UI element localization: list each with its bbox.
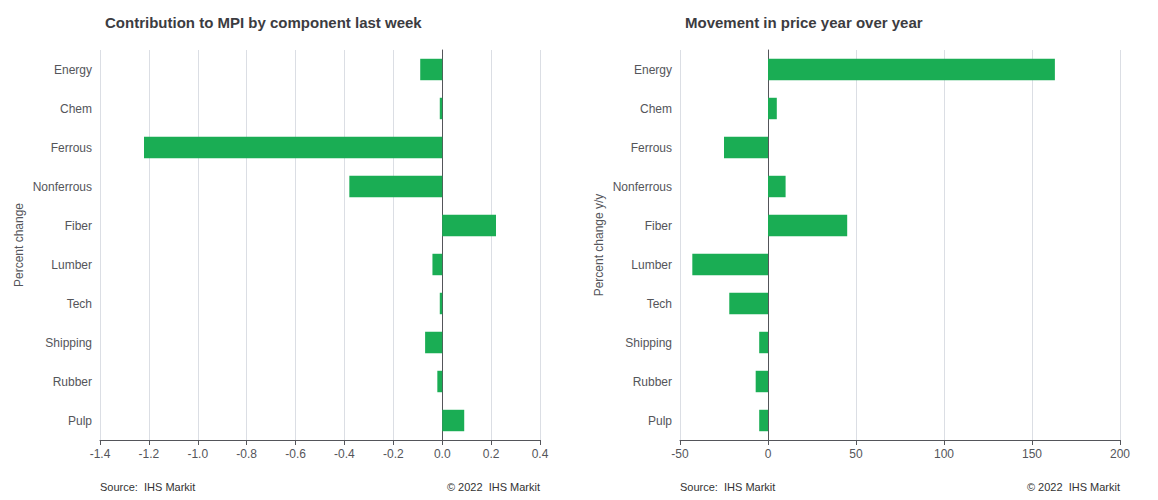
svg-text:Tech: Tech (647, 297, 672, 311)
svg-text:-0.8: -0.8 (236, 447, 257, 461)
svg-text:Chem: Chem (640, 102, 672, 116)
svg-text:150: 150 (1022, 447, 1042, 461)
svg-text:Chem: Chem (60, 102, 92, 116)
svg-text:Fiber: Fiber (65, 219, 92, 233)
svg-text:Percent change: Percent change (12, 203, 26, 287)
svg-text:Lumber: Lumber (631, 258, 672, 272)
svg-text:© 2022 IHS Markit: © 2022 IHS Markit (1027, 481, 1120, 493)
svg-text:Shipping: Shipping (625, 336, 672, 350)
svg-text:200: 200 (1110, 447, 1130, 461)
svg-text:-1.4: -1.4 (90, 447, 111, 461)
svg-text:-50: -50 (671, 447, 689, 461)
svg-text:Pulp: Pulp (68, 414, 92, 428)
svg-text:Percent change y/y: Percent change y/y (592, 194, 606, 297)
svg-text:Energy: Energy (54, 63, 92, 77)
svg-text:Tech: Tech (67, 297, 92, 311)
svg-text:Shipping: Shipping (45, 336, 92, 350)
svg-text:Nonferrous: Nonferrous (613, 180, 672, 194)
svg-text:Ferrous: Ferrous (631, 141, 672, 155)
svg-text:Source: IHS Markit: Source: IHS Markit (680, 481, 775, 493)
svg-text:Rubber: Rubber (633, 375, 672, 389)
svg-text:0.2: 0.2 (483, 447, 500, 461)
svg-text:-0.2: -0.2 (383, 447, 404, 461)
svg-text:0.4: 0.4 (532, 447, 549, 461)
svg-text:Pulp: Pulp (648, 414, 672, 428)
svg-text:© 2022 IHS Markit: © 2022 IHS Markit (447, 481, 540, 493)
svg-text:100: 100 (934, 447, 954, 461)
svg-text:Rubber: Rubber (53, 375, 92, 389)
svg-text:Contribution to MPI by compone: Contribution to MPI by component last we… (105, 14, 422, 31)
svg-text:0: 0 (765, 447, 772, 461)
svg-text:-0.6: -0.6 (285, 447, 306, 461)
svg-text:Movement in price year over ye: Movement in price year over year (685, 14, 923, 31)
svg-text:-1.2: -1.2 (139, 447, 160, 461)
svg-text:-1.0: -1.0 (187, 447, 208, 461)
svg-text:Lumber: Lumber (51, 258, 92, 272)
svg-text:Energy: Energy (634, 63, 672, 77)
svg-text:Source: IHS Markit: Source: IHS Markit (100, 481, 195, 493)
svg-text:0.0: 0.0 (434, 447, 451, 461)
svg-text:50: 50 (849, 447, 863, 461)
svg-text:Nonferrous: Nonferrous (33, 180, 92, 194)
svg-text:Ferrous: Ferrous (51, 141, 92, 155)
svg-text:-0.4: -0.4 (334, 447, 355, 461)
svg-text:Fiber: Fiber (645, 219, 672, 233)
